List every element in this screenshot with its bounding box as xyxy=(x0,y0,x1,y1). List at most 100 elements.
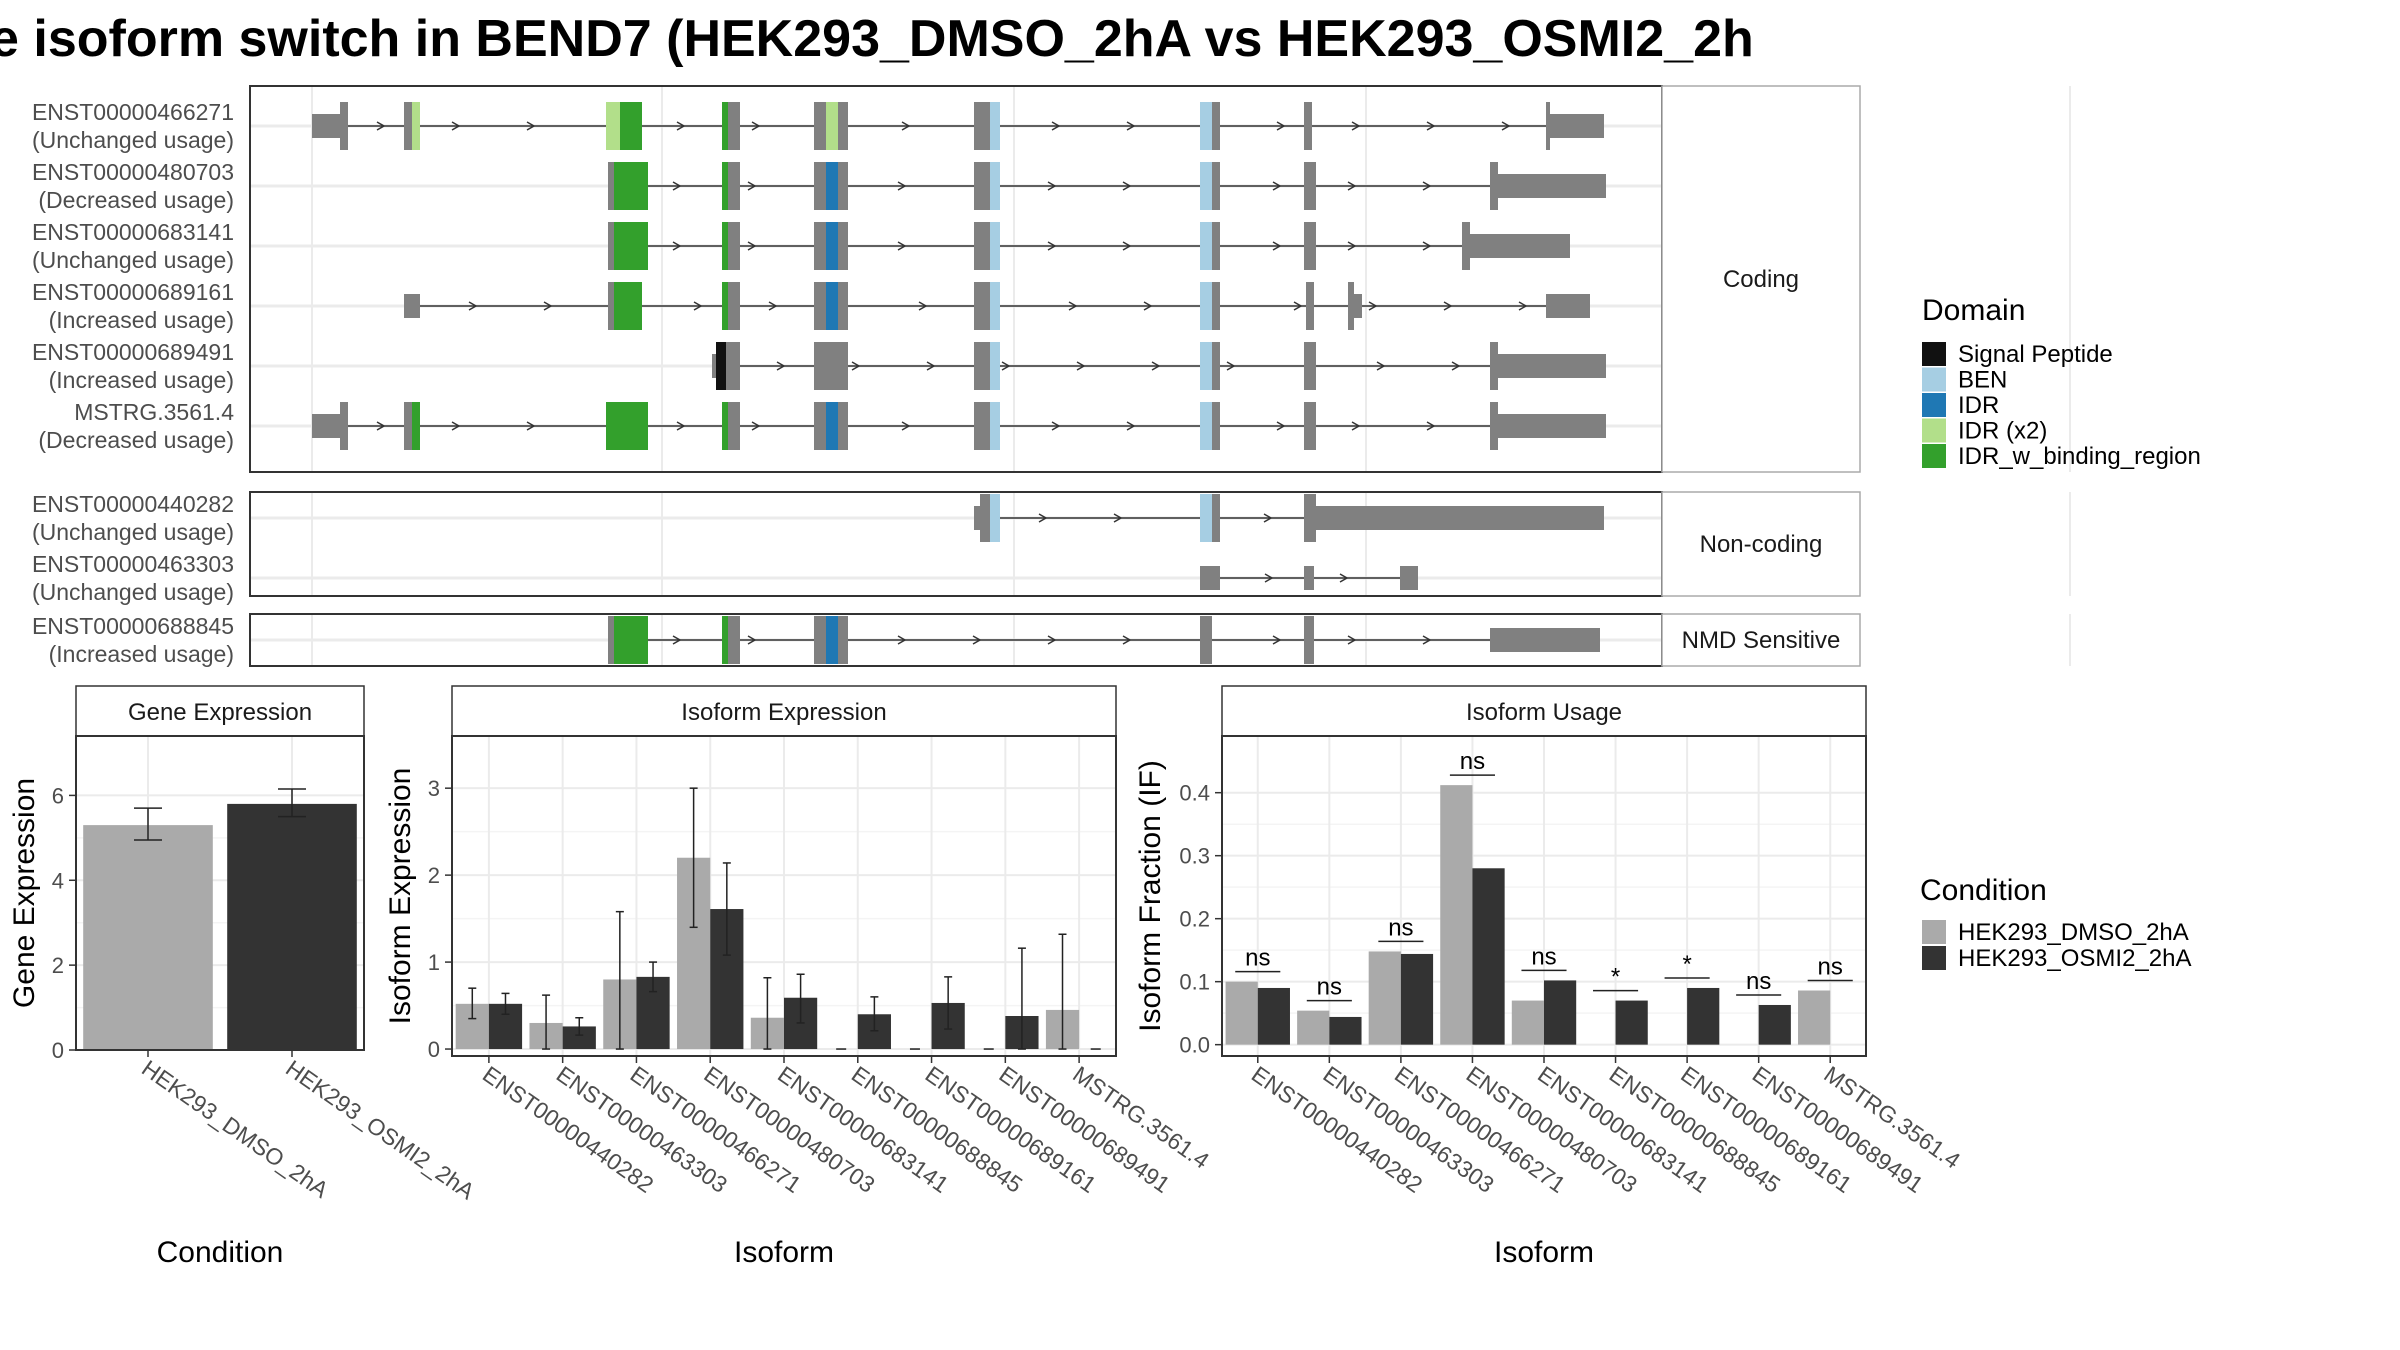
exon xyxy=(814,102,826,150)
strand-arrow xyxy=(672,181,682,191)
bar xyxy=(1798,990,1831,1045)
bar xyxy=(1400,953,1434,1045)
domain-idr-w-binding-region xyxy=(722,102,728,150)
domain-ben xyxy=(990,222,1000,270)
domain-legend-swatch xyxy=(1922,393,1946,417)
y-tick-label: 0.1 xyxy=(1179,970,1210,995)
transcript-usage-label: (Increased usage) xyxy=(49,641,234,667)
strand-arrow xyxy=(1076,361,1086,371)
exon xyxy=(1212,342,1220,390)
strand-arrow xyxy=(1122,181,1132,191)
significance-label: ns xyxy=(1317,974,1342,1001)
exon xyxy=(838,162,848,210)
exon xyxy=(1304,102,1312,150)
significance-label: * xyxy=(1682,951,1691,978)
domain-idr-w-binding-region xyxy=(614,222,648,270)
exon xyxy=(1490,402,1498,450)
strand-arrow xyxy=(543,301,553,311)
y-axis-title: Isoform Fraction (IF) xyxy=(1134,760,1167,1032)
strand-arrow xyxy=(1518,301,1528,311)
exon xyxy=(974,282,990,330)
y-tick-label: 0.0 xyxy=(1179,1033,1210,1058)
exon xyxy=(838,102,848,150)
strand-arrow xyxy=(747,635,757,645)
transcript-usage-label: (Increased usage) xyxy=(49,367,234,393)
strand-arrow xyxy=(1122,635,1132,645)
exon xyxy=(980,494,990,542)
exon xyxy=(974,162,990,210)
chart-strip xyxy=(451,685,1117,737)
y-tick-label: 2 xyxy=(428,863,440,888)
panel-strip xyxy=(1661,85,1861,473)
y-tick-label: 0 xyxy=(52,1038,64,1063)
exon xyxy=(404,102,412,150)
transcript-usage-label: (Increased usage) xyxy=(49,307,234,333)
exon xyxy=(1400,566,1418,590)
domain-idr-w-binding-region xyxy=(614,162,648,210)
strand-arrow xyxy=(751,121,761,131)
bar xyxy=(1440,785,1473,1045)
exon xyxy=(814,282,826,330)
exon xyxy=(1546,102,1550,150)
exon xyxy=(838,402,848,450)
exon xyxy=(1462,222,1470,270)
domain-legend-label: IDR xyxy=(1958,392,1999,419)
transcript-id-label: ENST00000466271 xyxy=(32,99,234,125)
strand-arrow xyxy=(1272,181,1282,191)
y-tick-label: 1 xyxy=(428,950,440,975)
exon xyxy=(1348,282,1354,330)
exon xyxy=(974,102,990,150)
domain-legend-swatch xyxy=(1922,418,1946,443)
y-tick-label: 0.4 xyxy=(1179,781,1210,806)
transcript-usage-label: (Decreased usage) xyxy=(38,427,234,453)
strand-arrow xyxy=(851,361,861,371)
exon xyxy=(1470,234,1570,258)
domain-signal-peptide xyxy=(716,342,726,390)
strand-arrow xyxy=(468,301,478,311)
bar xyxy=(1511,1000,1544,1045)
strand-arrow xyxy=(1276,121,1286,131)
exon xyxy=(1500,628,1600,652)
transcript-usage-label: (Unchanged usage) xyxy=(32,247,234,273)
strand-arrow xyxy=(376,121,386,131)
strand-arrow xyxy=(1276,421,1286,431)
chart-strip xyxy=(1221,685,1867,737)
exon xyxy=(838,616,848,664)
exon xyxy=(1550,114,1604,138)
strand-arrow xyxy=(1272,635,1282,645)
chart-title: Isoform Usage xyxy=(1466,699,1622,726)
chart-strip xyxy=(75,685,365,737)
domain-idr-x2 xyxy=(606,102,620,150)
strand-arrow xyxy=(747,181,757,191)
exon xyxy=(340,102,348,150)
panel-strip-label: NMD Sensitive xyxy=(1682,627,1841,654)
panel-strip xyxy=(1661,613,1861,667)
strand-arrow xyxy=(1451,361,1461,371)
exon xyxy=(1498,174,1606,198)
strand-arrow xyxy=(972,635,982,645)
y-tick-label: 0.2 xyxy=(1179,907,1210,932)
strand-arrow xyxy=(1051,121,1061,131)
chart-title: Gene Expression xyxy=(128,699,312,726)
domain-idr-w-binding-region xyxy=(606,402,648,450)
significance-label: * xyxy=(1611,964,1620,991)
domain-idr-w-binding-region xyxy=(722,222,728,270)
strand-arrow xyxy=(901,421,911,431)
strand-arrow xyxy=(918,301,928,311)
domain-ben xyxy=(1200,162,1212,210)
exon xyxy=(312,414,342,438)
strand-arrow xyxy=(1426,121,1436,131)
exon xyxy=(1212,222,1220,270)
strand-arrow xyxy=(776,361,786,371)
domain-ben xyxy=(1200,222,1212,270)
domain-idr-w-binding-region xyxy=(412,402,420,450)
strand-arrow xyxy=(1126,121,1136,131)
exon xyxy=(814,342,848,390)
strand-arrow xyxy=(897,635,907,645)
panel-strip xyxy=(1661,491,1861,597)
x-axis-title: Condition xyxy=(157,1236,284,1269)
transcript-usage-label: (Unchanged usage) xyxy=(32,519,234,545)
domain-ben xyxy=(990,402,1000,450)
exon xyxy=(1498,354,1606,378)
